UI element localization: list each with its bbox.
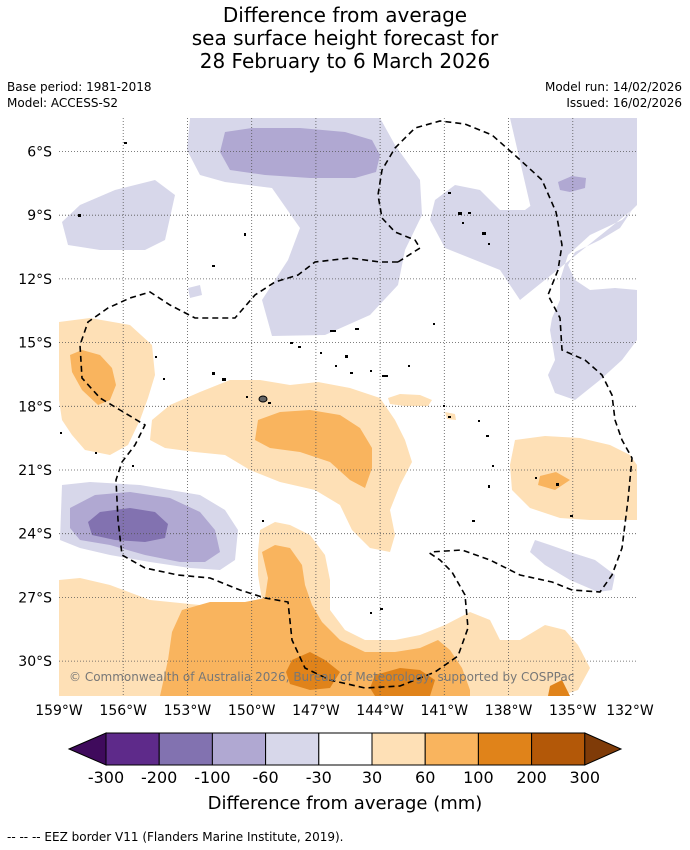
- lat-label-21s: 21°S: [18, 463, 52, 479]
- eez-footnote: -- -- -- EEZ border V11 (Flanders Marine…: [7, 830, 344, 844]
- title-line-3: 28 February to 6 March 2026: [199, 49, 491, 73]
- colorbar-tick-label: 300: [570, 768, 601, 787]
- lon-label-153w: 153°W: [164, 703, 212, 719]
- latitude-labels: 6°S 9°S 12°S 15°S 18°S 21°S 24°S 27°S 30…: [18, 145, 52, 671]
- colorbar-tick-label: -100: [194, 768, 230, 787]
- colorbar-tick-label: 30: [362, 768, 382, 787]
- colorbar-segment-1: [105, 732, 160, 766]
- colorbar-segment-7: [424, 732, 479, 766]
- title-line-1: Difference from average: [222, 3, 468, 27]
- colorbar-tick-label: 200: [516, 768, 547, 787]
- positive-anomaly-medium: [70, 350, 570, 696]
- lat-label-6s: 6°S: [27, 145, 52, 161]
- lon-label-141w: 141°W: [421, 703, 469, 719]
- lat-label-18s: 18°S: [18, 399, 52, 415]
- colorbar-segment-5: [318, 732, 373, 766]
- longitude-labels: 159°W 156°W 153°W 150°W 147°W 144°W 141°…: [35, 703, 654, 719]
- lon-label-135w: 135°W: [549, 703, 597, 719]
- colorbar: -300 -200 -100 -60 -30 30 60 100 200 300…: [67, 732, 623, 814]
- base-period: Base period: 1981-2018: [7, 80, 152, 94]
- colorbar-segment-8: [477, 732, 533, 766]
- lat-label-24s: 24°S: [18, 527, 52, 543]
- colorbar-tick-label: -300: [88, 768, 124, 787]
- lat-label-30s: 30°S: [18, 654, 52, 670]
- title-line-2: sea surface height forecast for: [191, 26, 499, 50]
- lon-label-147w: 147°W: [292, 703, 340, 719]
- colorbar-tick-label: -60: [253, 768, 279, 787]
- colorbar-extend-low: [67, 732, 107, 766]
- lon-label-132w: 132°W: [606, 703, 654, 719]
- colorbar-segment-4: [265, 732, 320, 766]
- tahiti-island: [258, 395, 268, 403]
- lat-label-9s: 9°S: [27, 208, 52, 224]
- map-plot-area: © Commonwealth of Australia 2026, Bureau…: [59, 118, 637, 696]
- lat-label-27s: 27°S: [18, 590, 52, 606]
- lon-label-159w: 159°W: [35, 703, 83, 719]
- lon-label-138w: 138°W: [485, 703, 533, 719]
- eez-borders: [79, 120, 633, 689]
- chart-title: Difference from average sea surface heig…: [0, 4, 690, 73]
- meta-right: Model run: 14/02/2026 Issued: 16/02/2026: [545, 79, 682, 111]
- colorbar-tick-label: 60: [415, 768, 435, 787]
- islands: [60, 142, 573, 614]
- issued-date: Issued: 16/02/2026: [566, 96, 682, 110]
- lon-label-150w: 150°W: [228, 703, 276, 719]
- colorbar-tick-label: -30: [306, 768, 332, 787]
- model-run: Model run: 14/02/2026: [544, 80, 682, 94]
- colorbar-title: Difference from average (mm): [208, 793, 483, 814]
- colorbar-extend-high: [584, 732, 623, 766]
- colorbar-segment-2: [158, 732, 213, 766]
- colorbar-segment-3: [211, 732, 267, 766]
- meta-left: Base period: 1981-2018 Model: ACCESS-S2: [7, 79, 152, 111]
- lat-label-15s: 15°S: [18, 336, 52, 352]
- lon-label-144w: 144°W: [356, 703, 404, 719]
- copyright-text: © Commonwealth of Australia 2026, Bureau…: [69, 670, 574, 684]
- lat-label-12s: 12°S: [18, 272, 52, 288]
- colorbar-segment-6: [371, 732, 426, 766]
- colorbar-tick-label: 100: [463, 768, 494, 787]
- lon-label-156w: 156°W: [99, 703, 147, 719]
- colorbar-segment-9: [531, 732, 586, 766]
- model-name: Model: ACCESS-S2: [7, 96, 119, 110]
- colorbar-tick-label: -200: [141, 768, 177, 787]
